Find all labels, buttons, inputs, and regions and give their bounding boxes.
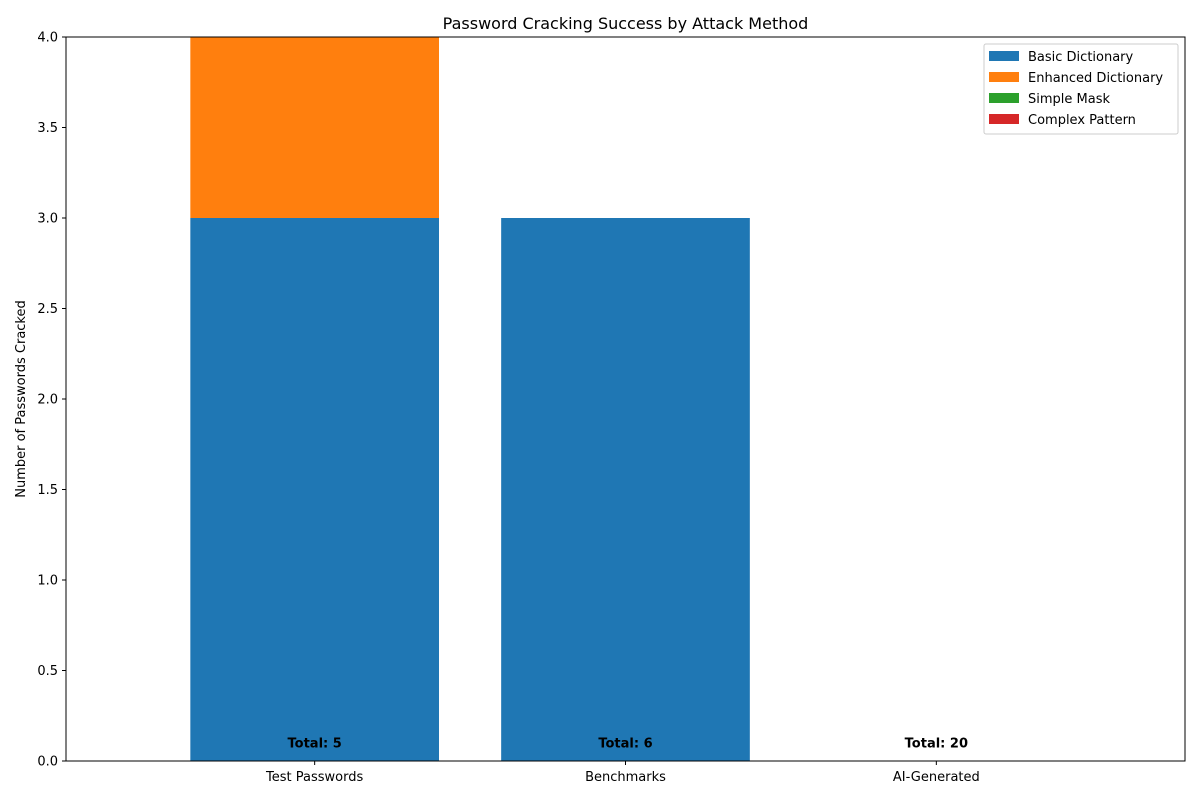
x-tick-label: Benchmarks [585, 770, 666, 785]
y-tick-label: 3.5 [37, 121, 58, 136]
y-tick-label: 4.0 [37, 31, 58, 46]
y-tick-label: 2.0 [37, 393, 58, 408]
bar-segment [501, 218, 750, 761]
legend-entry: Simple Mask [1028, 92, 1110, 107]
y-tick-label: 1.5 [37, 483, 58, 498]
y-tick-label: 1.0 [37, 574, 58, 589]
legend-entry: Basic Dictionary [1028, 50, 1134, 65]
x-tick-label: AI-Generated [893, 770, 980, 785]
legend-swatch [989, 93, 1019, 103]
y-tick-label: 0.0 [37, 755, 58, 770]
y-tick-label: 0.5 [37, 664, 58, 679]
legend-swatch [989, 72, 1019, 82]
legend-entry: Enhanced Dictionary [1028, 71, 1163, 86]
legend: Basic Dictionary Enhanced Dictionary Simpl… [983, 43, 1179, 135]
legend-swatch [989, 51, 1019, 61]
totals-layer: Total: 5 Total: 6 Total: 20 [288, 736, 968, 751]
y-axis-label: Number of Passwords Cracked [14, 300, 29, 498]
total-label: Total: 20 [905, 736, 968, 751]
bars-layer [190, 37, 750, 761]
y-tick-label: 2.5 [37, 302, 58, 317]
bar-segment [190, 37, 439, 218]
y-tick-label: 3.0 [37, 212, 58, 227]
legend-swatch [989, 114, 1019, 124]
chart-title: Password Cracking Success by Attack Meth… [443, 14, 809, 33]
legend-entry: Complex Pattern [1028, 113, 1136, 128]
legend-box [983, 43, 1179, 135]
x-tick-label: Test Passwords [265, 770, 363, 785]
bar-segment [190, 218, 439, 761]
ticks-layer: 0.0 0.5 1.0 1.5 2.0 2.5 3.0 3.5 4.0 Test Password… [37, 31, 979, 786]
total-label: Total: 6 [598, 736, 652, 751]
total-label: Total: 5 [288, 736, 342, 751]
